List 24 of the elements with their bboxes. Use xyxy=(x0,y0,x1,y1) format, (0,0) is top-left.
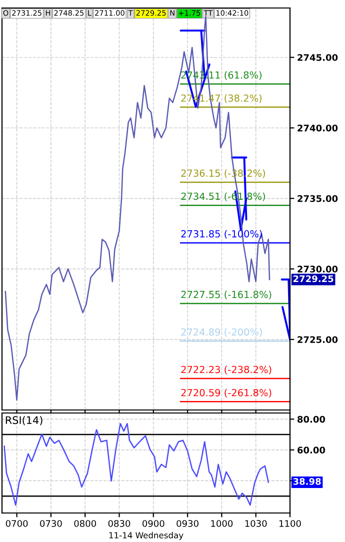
x-tick-label: 0830 xyxy=(108,520,130,527)
x-tick-label: 0700 xyxy=(6,520,28,527)
y-tick-label: 2745.00 xyxy=(298,54,338,61)
text: 11-14 Wednesday xyxy=(109,532,184,540)
y-tick-label: 80.00 xyxy=(297,416,326,423)
y-tick-label: 60.00 xyxy=(298,446,326,454)
x-tick-label: 0730 xyxy=(40,520,62,527)
y-tick-label: 2735.00 xyxy=(298,195,338,202)
x-tick-label: 1100 xyxy=(280,520,301,527)
ref-line-label: 2727.55 (-161.8%) xyxy=(181,290,272,300)
chart-title: RSI(14) xyxy=(6,416,42,426)
y-tick-label: 2725.00 xyxy=(298,336,338,344)
y-tick-label: 2740.00 xyxy=(298,124,338,132)
x-tick-label: 0930 xyxy=(176,520,198,527)
text: 2729.25 xyxy=(293,275,334,282)
ref-line-label: 2720.59 (-261.8%) xyxy=(181,388,272,398)
x-tick-label: 0900 xyxy=(142,520,164,527)
text: 38.98 xyxy=(293,478,321,485)
x-tick-label: 1030 xyxy=(245,520,267,527)
y-tick-label: 2730.00 xyxy=(298,266,338,273)
x-tick-label: 1000 xyxy=(211,520,233,527)
x-tick-label: 0800 xyxy=(74,520,96,527)
ref-line-label: 2722.23 (-238.2%) xyxy=(181,366,272,374)
ref-line-label: 2724.89 (-200%) xyxy=(181,328,262,337)
